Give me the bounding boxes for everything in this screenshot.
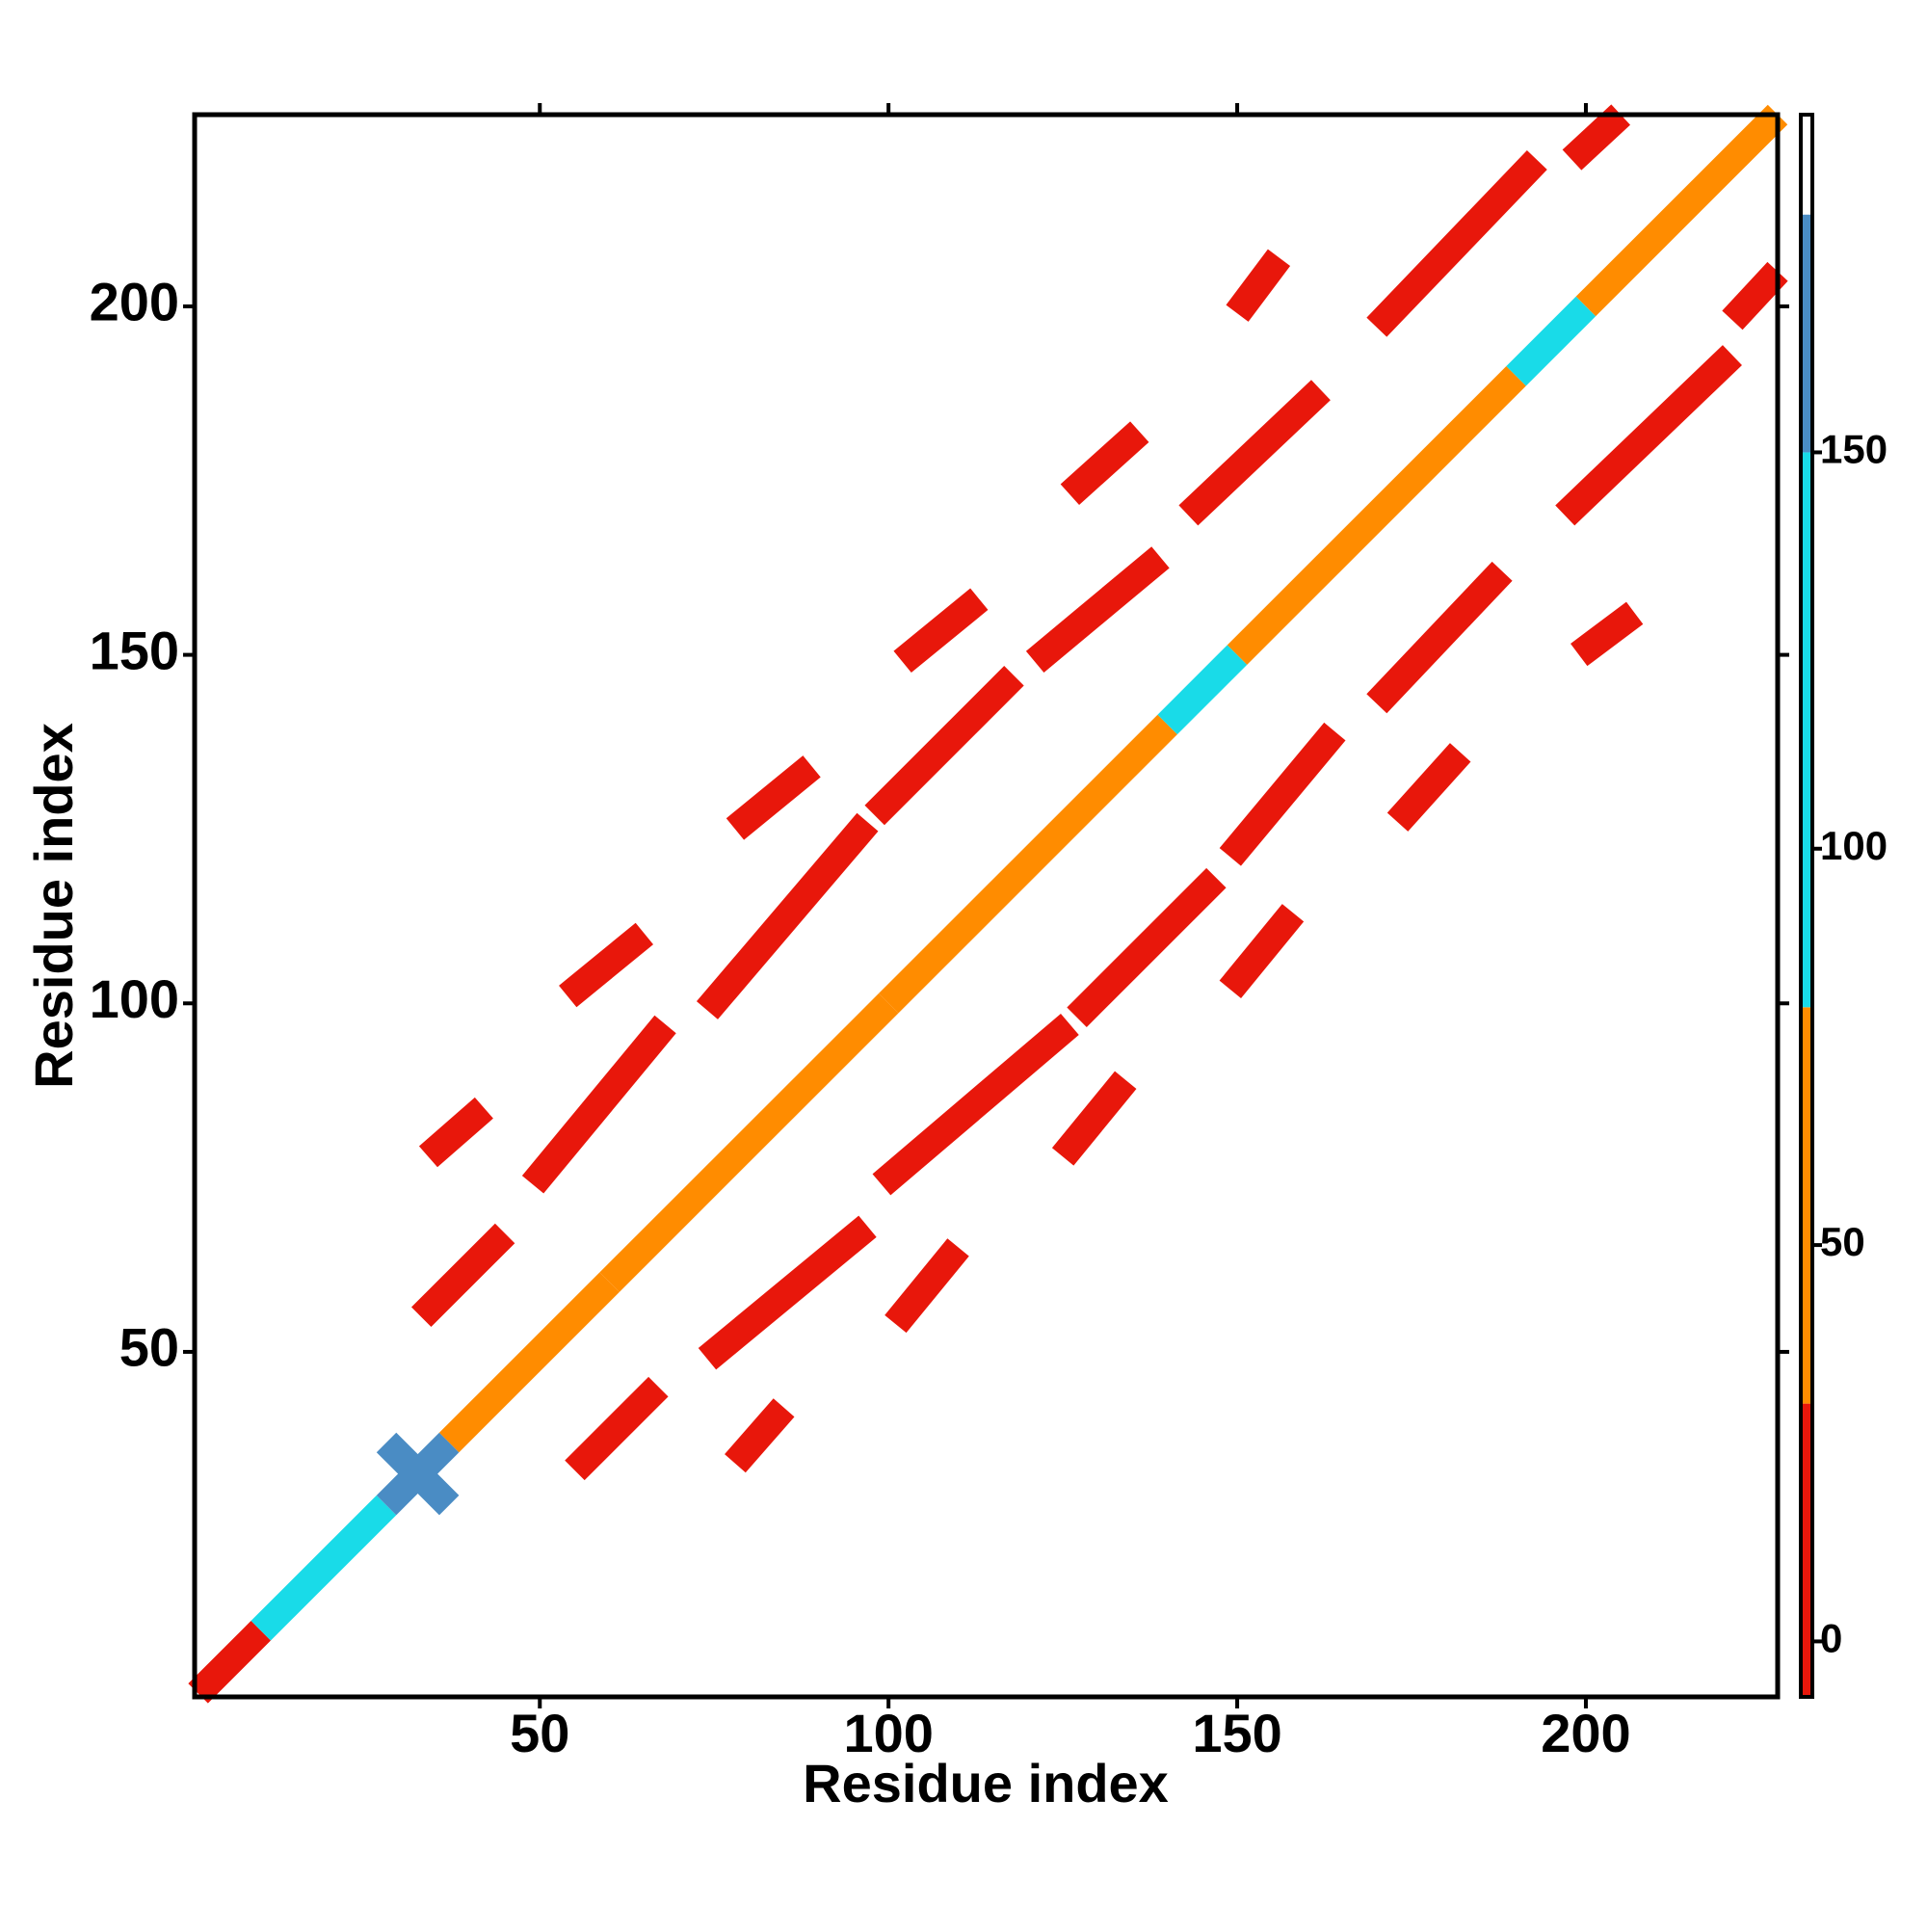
contact-band	[1025, 546, 1170, 673]
x-tick-label: 150	[1192, 1703, 1281, 1763]
contact-band	[878, 714, 1177, 1014]
colorbar-bin	[1801, 115, 1812, 215]
contact-band	[698, 1215, 877, 1370]
plot-frame	[192, 112, 1781, 1700]
contact-band	[1178, 380, 1331, 526]
colorbar-bin	[1801, 1403, 1812, 1697]
x-tick-label: 100	[843, 1703, 933, 1763]
colorbar-frame	[1799, 113, 1814, 1699]
contact-band	[1067, 867, 1227, 1027]
contact-band	[1555, 345, 1742, 526]
x-axis-title: Residue index	[803, 1753, 1169, 1813]
y-tick-label: 50	[119, 1317, 179, 1378]
contact-band	[1219, 722, 1346, 866]
contact-band	[725, 1398, 795, 1473]
y-tick-label: 150	[90, 620, 179, 680]
contact-band	[559, 922, 654, 1008]
contact-band	[1722, 261, 1788, 331]
contact-band	[1571, 601, 1644, 667]
y-axis-title: Residue index	[23, 723, 84, 1089]
contact-band	[188, 1621, 271, 1704]
contact-band	[1575, 104, 1788, 317]
y-tick-label: 200	[90, 272, 179, 332]
contact-band	[893, 588, 989, 674]
contact-band	[410, 1223, 515, 1328]
colorbar-tick-label: 50	[1820, 1219, 1865, 1264]
x-tick-label: 200	[1541, 1703, 1630, 1763]
contact-band	[1506, 296, 1597, 386]
colorbar-tick-label: 150	[1820, 427, 1887, 472]
colorbar-bin	[1801, 1007, 1812, 1404]
contact-band	[599, 993, 899, 1292]
contact-band	[872, 1013, 1079, 1196]
contact-band	[1386, 743, 1471, 832]
contact-band	[864, 666, 1024, 826]
contact-band	[438, 1272, 620, 1453]
colorbar-tick-label: 0	[1820, 1616, 1842, 1661]
colorbar-tick-label: 100	[1820, 823, 1887, 868]
contact-band	[1366, 561, 1513, 714]
contact-band	[884, 1238, 969, 1334]
contact-band	[1219, 904, 1305, 998]
contact-band	[251, 1495, 397, 1641]
contact-band	[1051, 1071, 1137, 1166]
contact-band	[1157, 645, 1248, 735]
contact-band	[1227, 366, 1526, 665]
colorbar-bin	[1801, 214, 1812, 453]
contact-band	[418, 1097, 493, 1168]
contact-band	[1060, 421, 1149, 505]
contact-band	[1366, 149, 1547, 337]
contact-band	[565, 1376, 669, 1481]
x-tick-label: 50	[510, 1703, 569, 1763]
y-tick-label: 100	[90, 968, 179, 1029]
contact-band	[521, 1015, 676, 1194]
colorbar-bin	[1801, 452, 1812, 1008]
contact-band	[1226, 249, 1291, 322]
contact-band	[726, 755, 821, 840]
contact-band	[696, 812, 879, 1019]
contact-band	[376, 1432, 460, 1516]
contact-band	[1562, 104, 1630, 171]
